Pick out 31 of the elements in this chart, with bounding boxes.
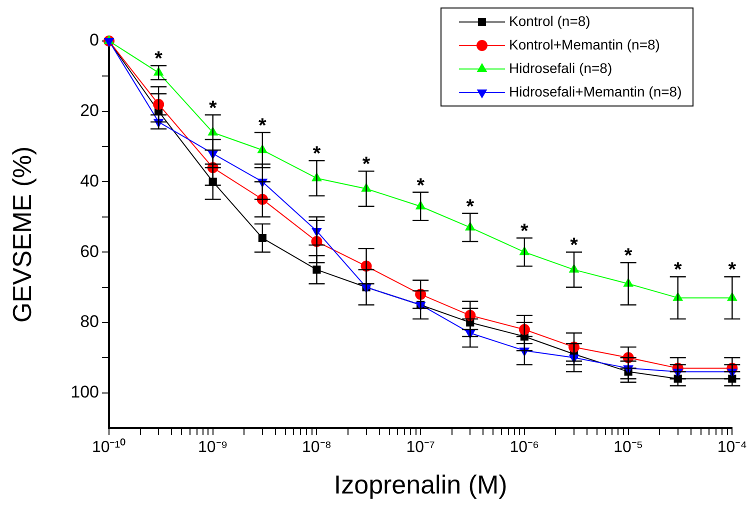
x-axis-title: Izoprenalin (M)	[334, 470, 508, 500]
x-tick-label: 10⁻⁴	[717, 439, 748, 456]
x-tick-label: 10⁻⁶	[510, 439, 540, 456]
annotation: *	[154, 48, 163, 70]
x-tick-label: 10⁻⁵	[614, 439, 644, 456]
annotation: *	[520, 220, 529, 243]
annotation: *	[674, 259, 682, 282]
annotation: *	[728, 259, 736, 282]
y-tick-label: 40	[80, 171, 99, 190]
y-tick-label: 60	[80, 242, 99, 261]
annotation: *	[312, 143, 321, 166]
y-tick-label: 0	[90, 30, 99, 50]
annotation: *	[466, 196, 474, 218]
legend-label: Hidrosefali (n=8)	[509, 60, 612, 76]
annotation: *	[570, 234, 578, 257]
legend-label: Kontrol+Memantin (n=8)	[509, 36, 660, 52]
y-tick-label: 80	[80, 312, 99, 332]
annotation: *	[208, 97, 217, 120]
legend-label: Hidrosefali+Memantin (n=8)	[509, 83, 682, 100]
annotation: *	[362, 154, 370, 176]
x-tick-label: 10⁻⁸	[302, 439, 332, 456]
annotation: *	[624, 245, 632, 268]
annotation: *	[416, 174, 425, 197]
y-axis-title: GEVSEME (%)	[6, 146, 37, 323]
annotation: *	[258, 114, 267, 137]
y-tick-label: 100	[70, 382, 99, 402]
x-tick-label: 10⁻⁹	[198, 439, 228, 456]
x-tick-label: 10⁻¹⁰	[92, 438, 126, 456]
x-tick-label: 10⁻⁷	[406, 439, 436, 456]
legend-label: Kontrol (n=8)	[509, 12, 590, 29]
y-tick-label: 20	[80, 101, 99, 120]
